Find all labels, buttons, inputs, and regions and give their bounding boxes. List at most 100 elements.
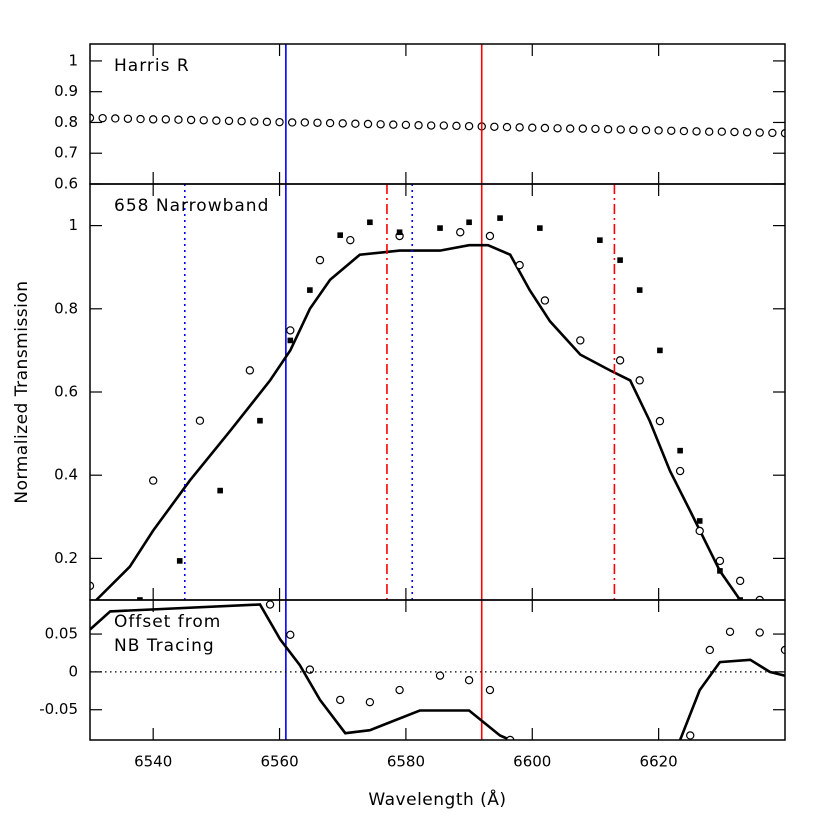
data-point — [553, 124, 562, 133]
data-point — [657, 347, 663, 354]
y-axis-label: Normalized Transmission — [12, 280, 32, 503]
data-point — [505, 735, 515, 740]
data-point — [257, 417, 263, 424]
annotation: 658 Narrowband — [114, 196, 269, 216]
data-point — [98, 113, 107, 123]
data-point — [675, 466, 685, 476]
data-point — [346, 235, 355, 245]
data-point — [667, 126, 676, 135]
y-tick-label: 0.7 — [54, 144, 78, 162]
data-point — [307, 287, 313, 293]
x-tick-label: 6580 — [387, 753, 425, 771]
y-tick-label: 0.9 — [54, 82, 78, 100]
data-point — [485, 685, 495, 695]
data-point — [780, 645, 785, 655]
x-tick-label: 6540 — [134, 753, 172, 771]
data-point — [365, 697, 375, 707]
data-point — [435, 671, 445, 680]
data-point — [755, 595, 764, 600]
data-point — [437, 225, 443, 231]
data-point — [376, 120, 385, 129]
data-point — [426, 121, 436, 130]
data-point — [705, 645, 715, 655]
data-point — [466, 219, 472, 226]
data-point — [485, 231, 495, 241]
data-point — [641, 125, 651, 135]
data-point — [515, 123, 524, 132]
data-point — [456, 228, 465, 237]
data-point — [464, 121, 474, 131]
data-point — [148, 476, 158, 485]
y-tick-label: 0.05 — [45, 625, 78, 643]
plot-frame — [89, 183, 786, 601]
data-point — [755, 128, 764, 137]
data-point — [615, 356, 625, 365]
data-point — [265, 600, 275, 609]
data-point — [603, 125, 613, 134]
data-point — [780, 129, 785, 138]
y-tick-label: 1 — [68, 51, 78, 69]
y-tick-label: 0 — [68, 662, 78, 680]
y-tick-label: 0.2 — [54, 549, 78, 567]
data-point — [396, 229, 403, 236]
data-point — [629, 125, 638, 135]
x-tick-label: 6560 — [260, 753, 298, 771]
data-point — [528, 123, 537, 132]
data-point — [742, 128, 752, 137]
data-point — [212, 116, 221, 125]
data-point — [730, 127, 739, 137]
x-tick-label: 6620 — [640, 753, 678, 771]
data-point — [695, 526, 704, 536]
data-point — [111, 114, 120, 123]
data-point — [654, 126, 663, 135]
y-tick-label: 0.6 — [54, 383, 78, 401]
data-point — [389, 120, 398, 129]
data-point — [540, 123, 550, 133]
data-point — [313, 118, 322, 127]
y-tick-label: 0.4 — [54, 466, 78, 484]
data-point — [737, 597, 743, 600]
panel — [90, 600, 785, 740]
data-point — [578, 124, 588, 133]
y-tick-label: 0.8 — [54, 299, 78, 317]
data-point — [464, 676, 474, 685]
data-point — [287, 337, 294, 344]
data-point — [725, 627, 735, 636]
data-point — [565, 124, 575, 133]
data-point — [325, 118, 335, 128]
data-point — [597, 237, 603, 243]
data-point — [275, 117, 284, 127]
data-point — [502, 122, 512, 132]
data-point — [315, 255, 325, 265]
data-point — [715, 556, 725, 566]
data-point — [677, 447, 683, 454]
data-point — [300, 118, 310, 127]
data-point — [176, 558, 183, 564]
data-point — [679, 126, 689, 136]
data-point — [287, 118, 297, 127]
y-tick-label: 0.6 — [54, 175, 78, 193]
data-point — [537, 225, 543, 231]
data-point — [395, 685, 404, 695]
panel — [90, 113, 785, 138]
data-point — [686, 731, 695, 740]
panel — [90, 215, 764, 600]
data-line — [95, 243, 742, 600]
data-point — [636, 287, 643, 293]
data-point — [217, 487, 223, 494]
data-point — [540, 296, 550, 305]
data-point — [717, 568, 723, 574]
data-point — [351, 119, 360, 128]
data-point — [337, 232, 343, 238]
x-axis-label: Wavelength (Å) — [368, 788, 506, 810]
data-point — [336, 695, 345, 705]
data-point — [199, 116, 208, 125]
data-point — [186, 115, 196, 125]
plot-frame — [89, 43, 786, 185]
data-point — [161, 115, 171, 124]
data-line — [90, 603, 785, 740]
data-point — [616, 125, 625, 134]
data-point — [755, 628, 764, 637]
data-point — [224, 116, 234, 126]
